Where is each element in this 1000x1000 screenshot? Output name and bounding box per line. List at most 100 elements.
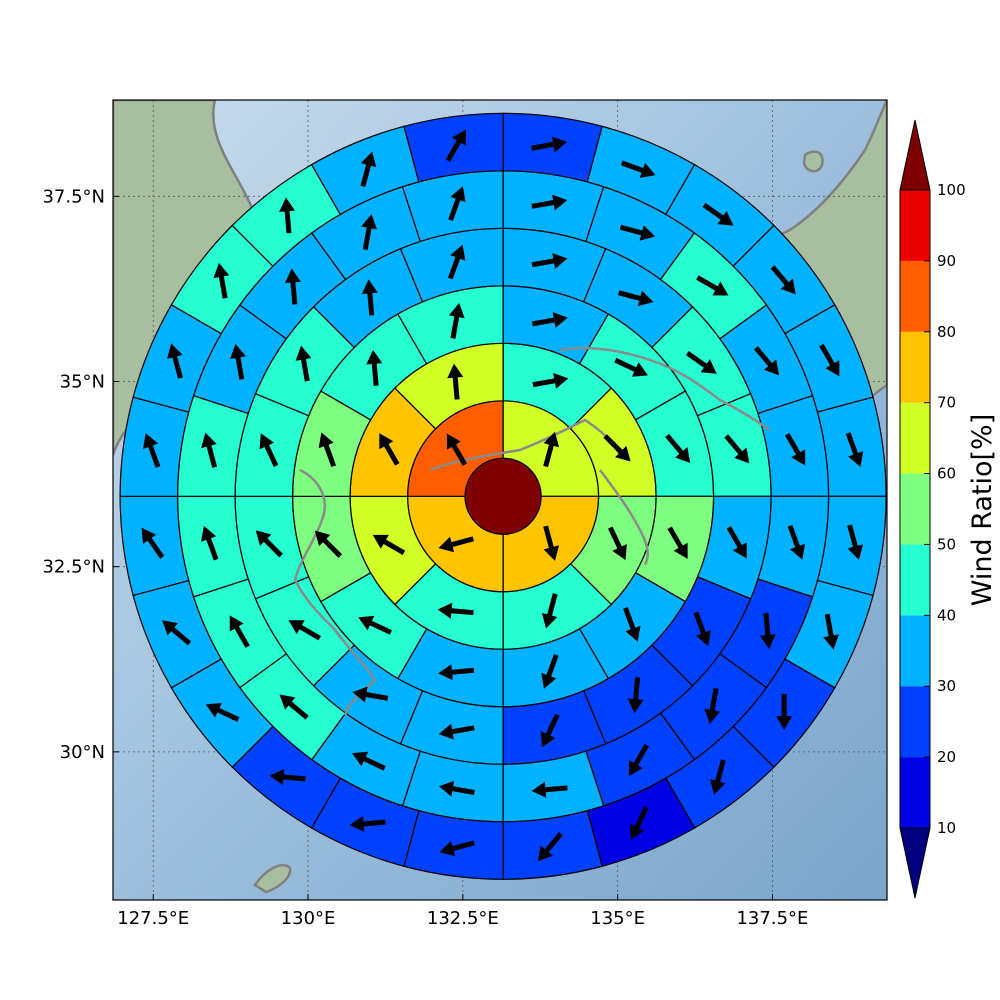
wind-arrow-r4-s3 bbox=[724, 434, 750, 464]
wind-arrow-r1-s2 bbox=[438, 536, 474, 553]
wind-arrow-r6-s3 bbox=[770, 265, 796, 295]
wind-arrow-r6-s23 bbox=[445, 129, 466, 162]
center-cell bbox=[464, 457, 542, 535]
colorbar-label: Wind Ratio[%] bbox=[967, 414, 998, 606]
wind-arrow-r4-s10 bbox=[288, 620, 322, 641]
center-disc bbox=[464, 457, 542, 535]
wind-arrow-r3-s0 bbox=[531, 312, 568, 328]
plot-frame bbox=[112, 99, 888, 901]
southern-island bbox=[253, 863, 292, 894]
x-tick-label: 127.5°E bbox=[117, 908, 189, 929]
wind-arrow-r5-s12 bbox=[279, 694, 309, 720]
wind-arrow-r6-s14 bbox=[269, 769, 306, 785]
colorbar-segment-4 bbox=[900, 473, 930, 545]
wind-arrow-r6-s11 bbox=[537, 832, 563, 862]
wind-arrow-r5-s16 bbox=[230, 343, 246, 380]
colorbar-tick-label: 90 bbox=[937, 252, 956, 270]
colorbar-segment-7 bbox=[900, 260, 930, 332]
wind-arrow-r6-s6 bbox=[847, 524, 864, 560]
colorbar-tick-label: 10 bbox=[937, 819, 956, 837]
honshu-south-coastline bbox=[559, 346, 771, 432]
wind-arrow-r6-s15 bbox=[205, 703, 240, 722]
colorbar: 10 20 30 40 50 60 70 80 90 100 Wind Ratio[%] bbox=[899, 119, 998, 899]
wind-arrow-r5-s10 bbox=[438, 780, 475, 797]
colorbar-tick-label: 70 bbox=[937, 394, 956, 412]
wind-arrow-r5-s7 bbox=[704, 687, 721, 724]
wind-arrow-r3-s11 bbox=[448, 303, 465, 339]
wind-arrow-r6-s0 bbox=[531, 136, 568, 153]
wind-arrow-r2-s4 bbox=[437, 602, 474, 619]
colorbar-tick-label: 50 bbox=[937, 535, 956, 553]
colorbar-tick-label: 40 bbox=[937, 606, 956, 624]
colorbar-segment-2 bbox=[900, 615, 930, 687]
colorbar-segment-3 bbox=[900, 544, 930, 616]
wind-arrow-r4-s5 bbox=[693, 611, 711, 647]
wind-arrow-r6-s2 bbox=[702, 202, 734, 226]
y-tick-label: 35°N bbox=[60, 371, 105, 392]
y-tick-label: 32.5°N bbox=[42, 557, 105, 578]
wind-arrow-r6-s21 bbox=[279, 197, 296, 234]
x-tick-label: 130°E bbox=[281, 908, 336, 929]
wind-arrow-r4-s14 bbox=[361, 279, 378, 316]
wind-arrow-r6-s4 bbox=[819, 343, 840, 377]
wind-arrow-r4-s4 bbox=[726, 526, 747, 559]
wind-arrow-r1-s0 bbox=[543, 431, 560, 468]
wind-arrow-r6-s7 bbox=[823, 613, 839, 650]
wind-arrow-r6-s22 bbox=[360, 151, 377, 188]
wind-arrow-r2-s3 bbox=[541, 593, 558, 629]
wind-arrow-r5-s9 bbox=[531, 781, 568, 798]
wind-arrow-r6-s19 bbox=[167, 343, 183, 379]
y-tick-label: 30°N bbox=[60, 742, 105, 763]
wind-arrow-r2-s0 bbox=[532, 372, 569, 389]
wind-arrow-r2-s1 bbox=[603, 434, 631, 462]
wind-arrow-r6-s10 bbox=[629, 806, 649, 840]
wind-arrow-r4-s9 bbox=[352, 686, 389, 703]
wind-arrow-r5-s1 bbox=[619, 224, 656, 241]
wind-arrow-r6-s9 bbox=[709, 759, 726, 795]
wind-arrow-r6-s12 bbox=[439, 840, 475, 857]
wind-arrow-r3-s4 bbox=[623, 607, 641, 642]
wind-arrow-r2-s6 bbox=[379, 433, 400, 466]
oki-island bbox=[802, 150, 824, 173]
colorbar-frame bbox=[899, 189, 931, 829]
wind-arrow-r4-s12 bbox=[259, 433, 279, 467]
wind-arrow-r3-s6 bbox=[438, 664, 475, 681]
wind-arrow-r6-s8 bbox=[776, 693, 793, 730]
colorbar-segment-0 bbox=[900, 757, 930, 828]
wind-arrow-r2-s2 bbox=[608, 526, 627, 561]
wind-arrow-r5-s0 bbox=[531, 194, 568, 211]
sector-r6-s12 bbox=[403, 809, 504, 880]
wind-arrow-r3-s9 bbox=[318, 432, 337, 468]
wind-arrow-r4-s2 bbox=[685, 351, 717, 374]
kii-coastline bbox=[598, 469, 649, 566]
x-tick-label: 132.5°E bbox=[427, 908, 499, 929]
wind-arrow-r4-s7 bbox=[540, 713, 560, 748]
wind-arrow-r3-s1 bbox=[614, 357, 648, 377]
wind-arrow-r4-s13 bbox=[295, 345, 312, 382]
wind-arrow-r4-s15 bbox=[447, 244, 466, 280]
wind-arrow-r1-s3 bbox=[446, 433, 468, 466]
wind-arrow-r4-s11 bbox=[255, 530, 283, 558]
colorbar-extend-high bbox=[899, 119, 931, 191]
x-axis-ticks: 127.5°E 130°E 132.5°E 135°E 137.5°E bbox=[117, 894, 808, 929]
wind-arrow-r6-s13 bbox=[349, 815, 386, 832]
wind-arrow-r4-s8 bbox=[438, 723, 475, 740]
colorbar-segment-8 bbox=[900, 190, 930, 261]
wind-arrow-r6-s20 bbox=[213, 262, 230, 299]
wind-arrow-r5-s17 bbox=[284, 268, 301, 305]
colorbar-tick-label: 100 bbox=[937, 181, 966, 199]
wind-arrow-r5-s6 bbox=[759, 612, 776, 649]
wind-arrow-r3-s8 bbox=[314, 530, 343, 558]
wind-arrow-r6-s18 bbox=[142, 433, 161, 468]
y-axis-ticks: 37.5°N 35°N 32.5°N 30°N bbox=[42, 186, 119, 763]
kyushu-coastline bbox=[293, 468, 377, 716]
wind-arrow-r4-s0 bbox=[531, 253, 568, 269]
wind-arrow-r6-s1 bbox=[620, 160, 656, 178]
wind-arrow-r5-s2 bbox=[696, 275, 729, 296]
wind-arrow-r3-s10 bbox=[366, 349, 383, 386]
wind-arrow-r1-s1 bbox=[543, 525, 560, 561]
wind-arrow-r5-s5 bbox=[787, 524, 806, 560]
sector-r6-s0 bbox=[502, 112, 603, 183]
wind-arrow-r3-s5 bbox=[541, 654, 559, 689]
